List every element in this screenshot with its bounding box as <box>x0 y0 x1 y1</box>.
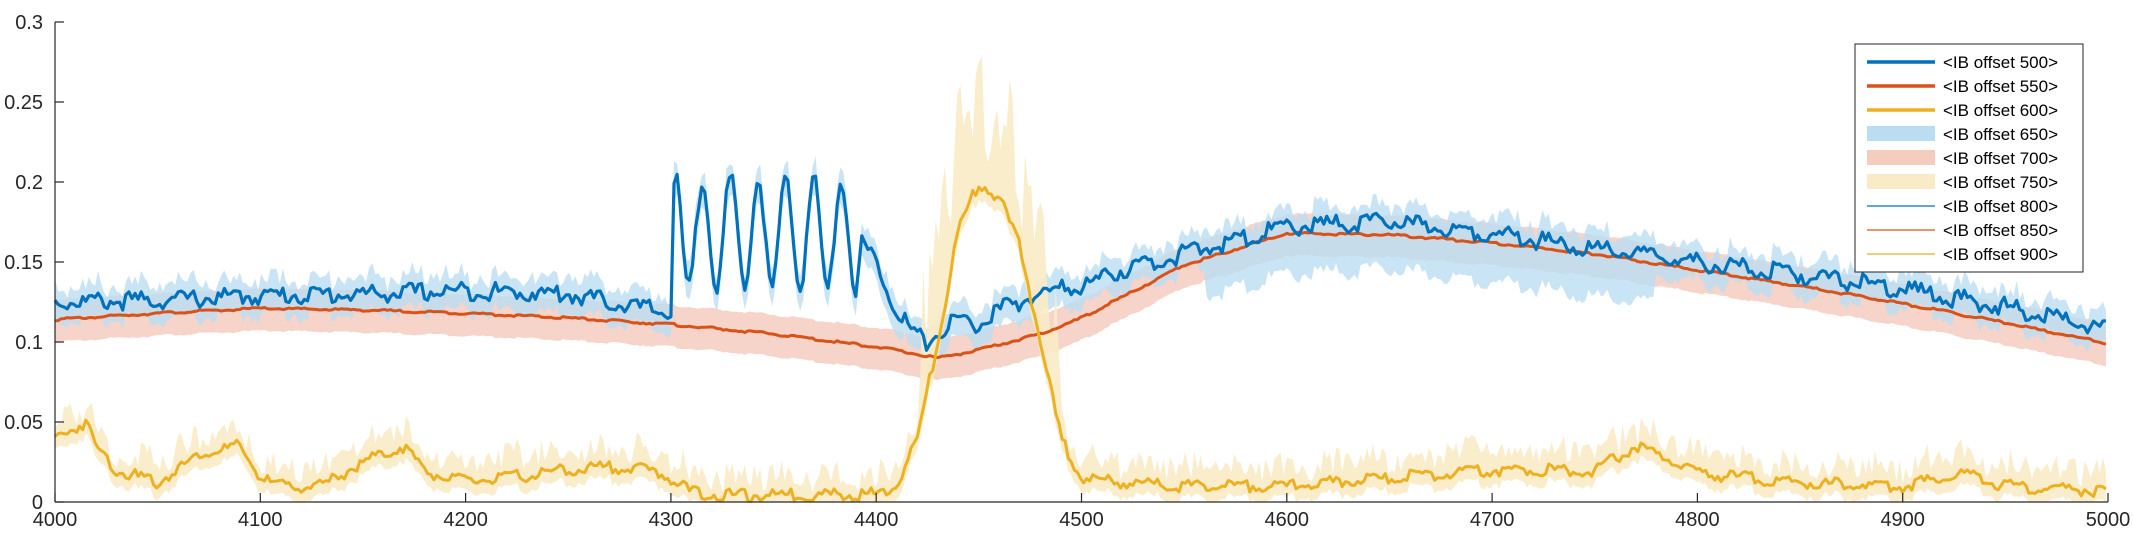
y-tick-label: 0.25 <box>4 92 43 114</box>
legend-swatch <box>1867 126 1935 141</box>
series-line-500 <box>53 172 2107 352</box>
series-line-550 <box>54 230 2107 359</box>
y-tick-label: 0.05 <box>4 412 43 434</box>
legend-label: <IB offset 700> <box>1943 149 2058 168</box>
x-ticks: 4000 4100 4200 4300 4400 4500 4600 4700 4800 4900… <box>33 493 2131 531</box>
legend-label: <IB offset 500> <box>1943 53 2058 72</box>
legend-label: <IB offset 650> <box>1943 125 2058 144</box>
y-tick-label: 0 <box>32 492 43 514</box>
legend-label: <IB offset 750> <box>1943 173 2058 192</box>
legend: <IB offset 500> <IB offset 550> <IB offset… <box>1854 43 2084 273</box>
legend-label: <IB offset 550> <box>1943 77 2058 96</box>
x-tick-label: 4300 <box>649 509 694 531</box>
legend-swatch <box>1867 150 1935 165</box>
legend-label: <IB offset 850> <box>1943 221 2058 240</box>
legend-label: <IB offset 600> <box>1943 101 2058 120</box>
band-blue <box>55 156 2106 370</box>
x-tick-label: 5000 <box>2086 509 2131 531</box>
x-tick-label: 4100 <box>238 509 283 531</box>
x-tick-label: 4600 <box>1265 509 1310 531</box>
x-tick-label: 4500 <box>1059 509 1104 531</box>
series-line-600 <box>54 185 2107 503</box>
y-tick-label: 0.1 <box>15 332 43 354</box>
x-tick-label: 4000 <box>33 509 78 531</box>
y-tick-label: 0.2 <box>15 172 43 194</box>
y-tick-label: 0.15 <box>4 252 43 274</box>
y-tick-label: 0.3 <box>15 12 43 34</box>
y-ticks: 0 0.05 0.1 0.15 0.2 0.25 0.3 <box>4 12 64 514</box>
x-tick-label: 4900 <box>1880 509 1925 531</box>
x-tick-label: 4400 <box>854 509 899 531</box>
legend-label: <IB offset 800> <box>1943 197 2058 216</box>
x-tick-label: 4200 <box>443 509 488 531</box>
x-tick-label: 4800 <box>1675 509 1720 531</box>
x-tick-label: 4700 <box>1470 509 1515 531</box>
legend-label: <IB offset 900> <box>1943 245 2058 264</box>
series-lines <box>53 172 2107 503</box>
legend-swatch <box>1867 174 1935 189</box>
